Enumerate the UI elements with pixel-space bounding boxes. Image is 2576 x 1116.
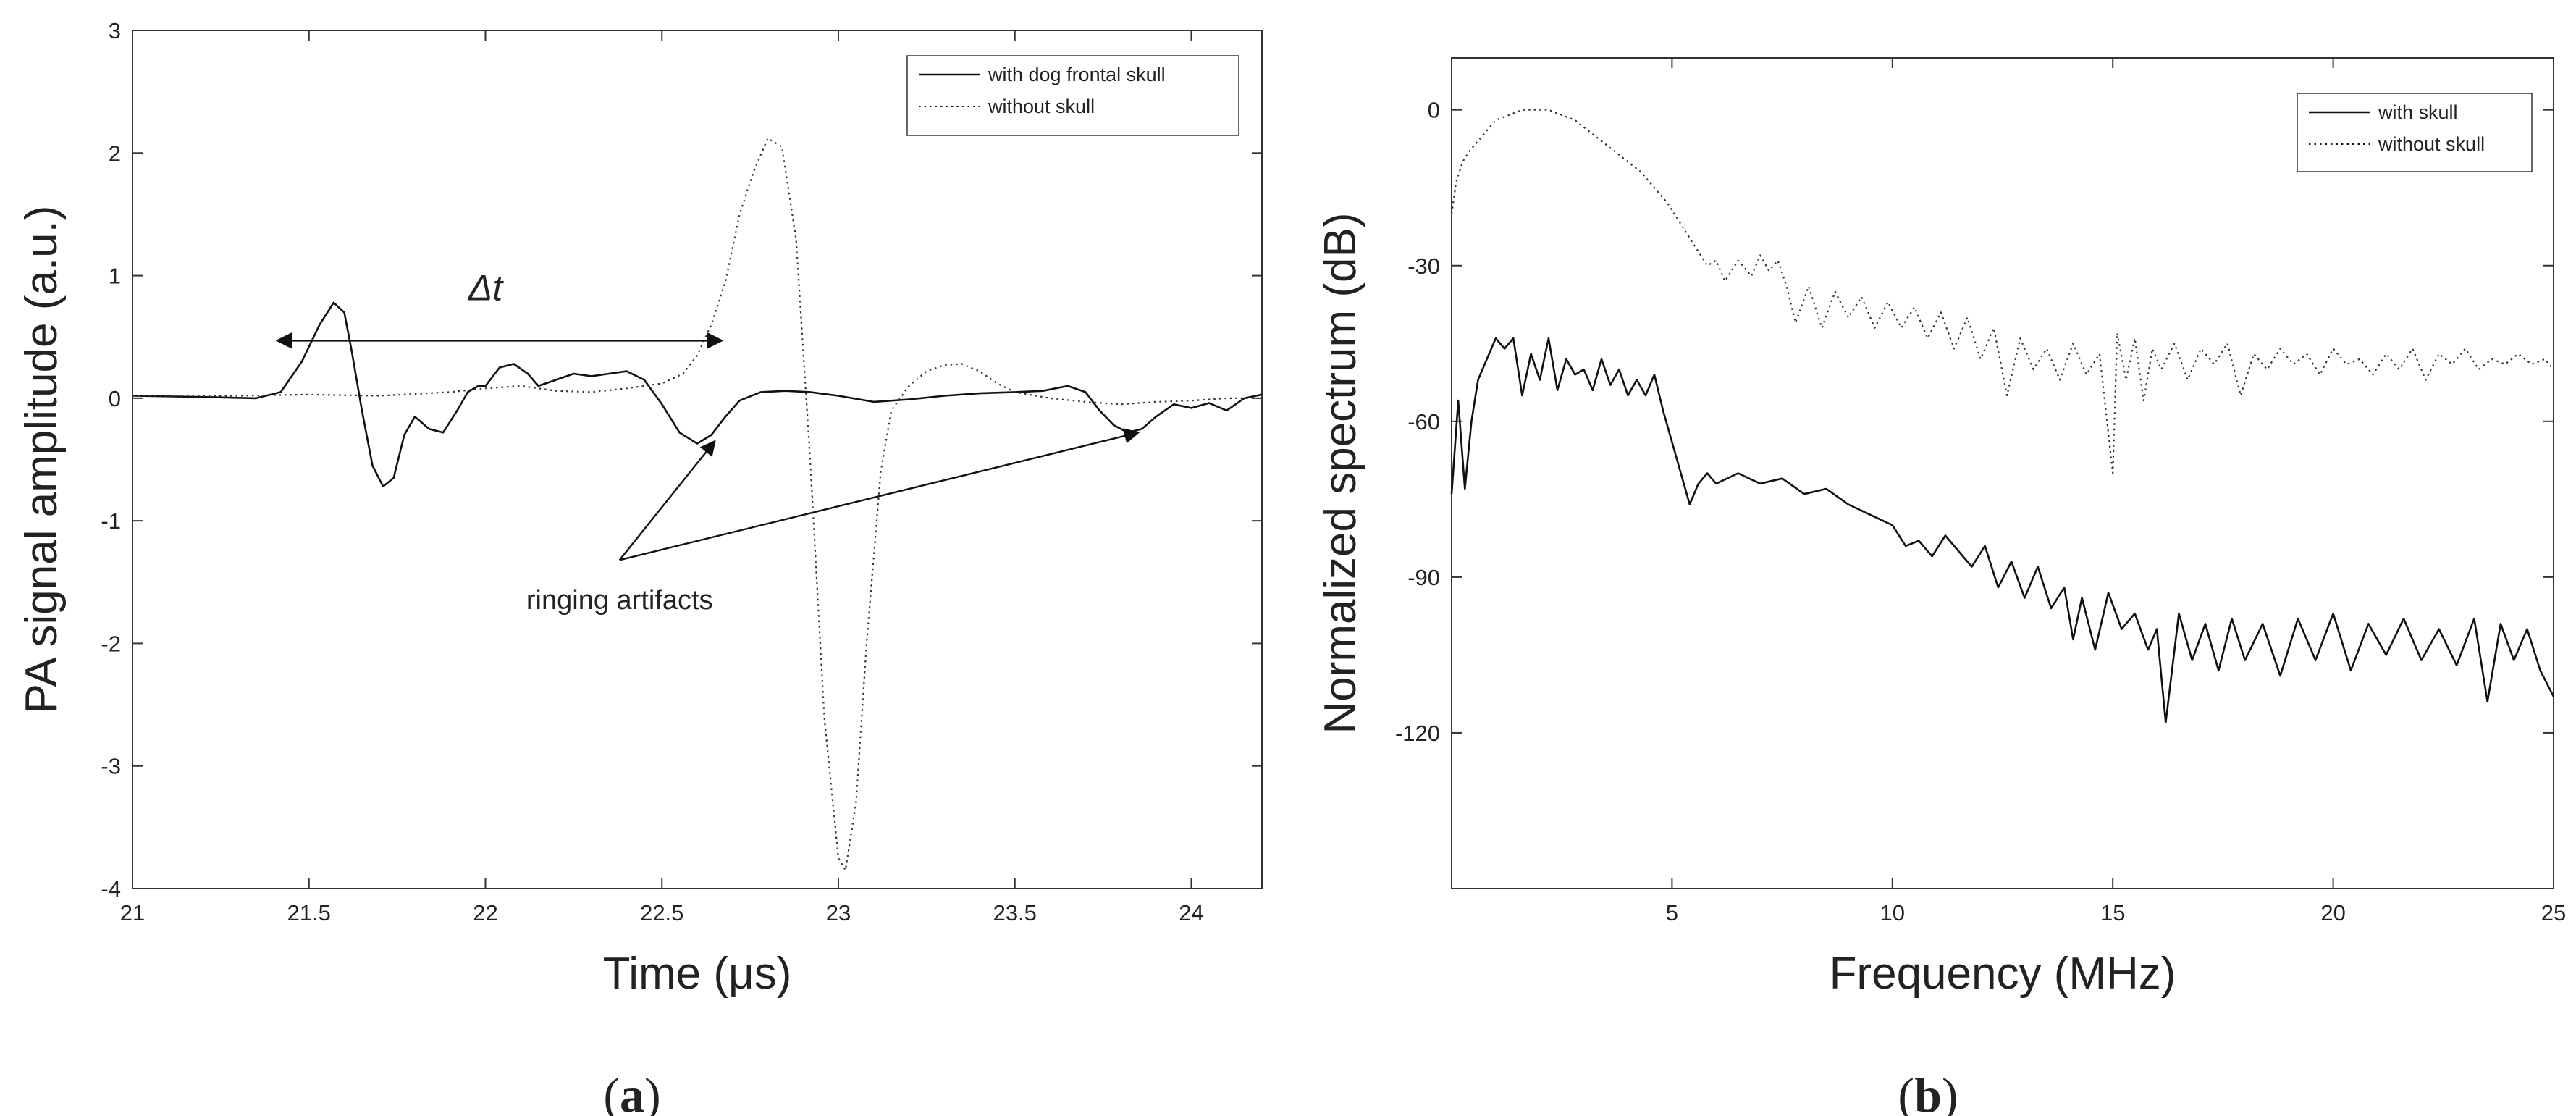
x-tick-label: 22 bbox=[473, 900, 497, 926]
y-tick-label: 2 bbox=[109, 140, 121, 166]
y-tick-label: -4 bbox=[101, 876, 121, 902]
y-tick-label: -120 bbox=[1395, 721, 1440, 746]
legend-box bbox=[906, 55, 1239, 136]
y-tick-label: -30 bbox=[1407, 253, 1440, 279]
y-tick-label: -60 bbox=[1407, 409, 1440, 435]
y-tick-label: 0 bbox=[1428, 98, 1440, 123]
legend: with dog frontal skull without skull bbox=[906, 55, 1239, 136]
panel-a-label: (a) bbox=[603, 1067, 660, 1116]
x-tick-label: 22.5 bbox=[640, 900, 683, 926]
legend: with skull without skull bbox=[2297, 93, 2533, 172]
y-axis-label: PA signal amplitude (a.u.) bbox=[17, 206, 67, 714]
legend-box bbox=[2297, 93, 2533, 172]
ringing-arrow-1 bbox=[618, 440, 716, 561]
y-tick-label: 1 bbox=[109, 264, 121, 289]
plot-frame bbox=[1451, 57, 2554, 889]
legend-label: with dog frontal skull bbox=[988, 64, 1166, 85]
x-tick-label: 10 bbox=[1880, 900, 1905, 926]
x-tick-label: 21 bbox=[120, 900, 145, 926]
panel-b-spectrum-chart: 5 10 15 20 25 0 -30 -60 -90 -120 Frequency (MHz) No… bbox=[1316, 57, 2566, 999]
series-line-dotted bbox=[132, 137, 1262, 871]
y-axis-label: Normalized spectrum (dB) bbox=[1316, 212, 1365, 734]
x-tick-label: 24 bbox=[1179, 900, 1203, 926]
x-tick-label: 5 bbox=[1666, 900, 1678, 926]
series-line-solid bbox=[132, 301, 1263, 487]
y-tick-label: -3 bbox=[101, 754, 121, 779]
panel-a-letter: a bbox=[620, 1067, 644, 1116]
ringing-artifacts-label: ringing artifacts bbox=[526, 585, 713, 616]
y-tick-label: 3 bbox=[109, 18, 121, 43]
x-tick-label: 23 bbox=[826, 900, 851, 926]
series-line-solid bbox=[1450, 337, 2555, 723]
x-axis-label: Frequency (MHz) bbox=[1830, 949, 2176, 999]
x-tick-label: 21.5 bbox=[287, 900, 331, 926]
x-tick-label: 23.5 bbox=[993, 900, 1037, 926]
x-axis-label: Time (μs) bbox=[603, 949, 792, 999]
legend-label: without skull bbox=[988, 96, 1095, 117]
panel-b-label: (b) bbox=[1898, 1067, 1958, 1116]
y-tick-label: -1 bbox=[101, 508, 121, 534]
panel-b-letter: b bbox=[1914, 1067, 1942, 1116]
ringing-arrow-2 bbox=[619, 428, 1140, 561]
y-tick-label: -2 bbox=[101, 631, 121, 656]
x-tick-label: 15 bbox=[2100, 900, 2125, 926]
x-tick-label: 25 bbox=[2541, 900, 2566, 926]
legend-label: without skull bbox=[2378, 133, 2485, 155]
y-tick-label: 0 bbox=[109, 386, 121, 411]
plot-frame bbox=[132, 30, 1263, 889]
legend-label: with skull bbox=[2378, 101, 2458, 123]
x-tick-label: 20 bbox=[2320, 900, 2345, 926]
y-tick-label: -90 bbox=[1407, 565, 1440, 590]
delta-t-label: Δt bbox=[468, 267, 505, 308]
